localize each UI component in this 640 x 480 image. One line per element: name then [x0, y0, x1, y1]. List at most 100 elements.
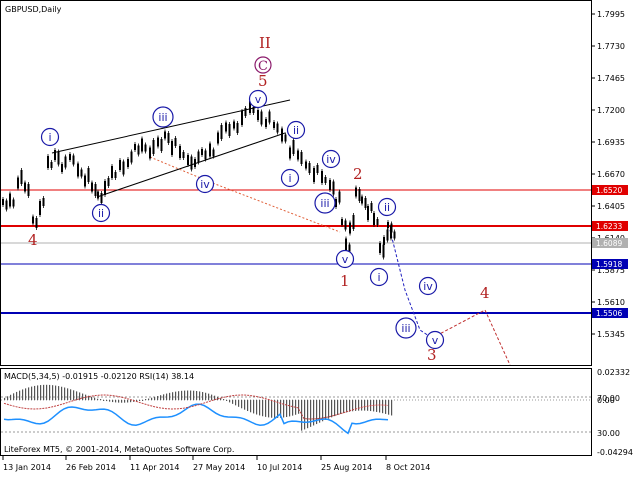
wave-circle-C	[254, 56, 272, 74]
macd-bar	[130, 400, 132, 403]
macd-bar	[376, 400, 378, 412]
candle-body	[80, 169, 83, 177]
candle-body	[64, 156, 67, 168]
wave-label-i: i	[48, 131, 51, 144]
macd-bar	[244, 400, 246, 410]
macd-bar	[154, 396, 156, 400]
wave-circle-ii	[286, 120, 306, 140]
candle-body	[42, 198, 45, 206]
macd-histogram	[4, 384, 393, 431]
macd-bar	[328, 400, 330, 419]
wave-label-red-2: 2	[353, 165, 363, 183]
macd-bar	[232, 400, 234, 404]
macd-bar	[292, 400, 294, 416]
macd-bar	[385, 400, 387, 414]
macd-bar	[211, 394, 213, 400]
macd-bar	[61, 386, 63, 400]
macd-bar	[76, 391, 78, 400]
macd-bar	[121, 400, 123, 403]
candle-body	[47, 156, 49, 168]
candle-body	[35, 218, 38, 228]
macd-bar	[166, 393, 168, 400]
wave-label-v: v	[255, 93, 262, 106]
candle-body	[373, 213, 375, 225]
candle-body	[130, 151, 133, 163]
candle-body	[265, 119, 267, 127]
macd-bar	[115, 400, 117, 403]
macd-bar	[103, 400, 105, 401]
macd-bar	[16, 391, 18, 400]
candle-body	[338, 191, 341, 203]
candle-body	[289, 147, 291, 159]
macd-bar	[334, 400, 336, 417]
wave-circle-i	[40, 127, 60, 147]
macd-bar	[22, 389, 24, 400]
candle-body	[69, 154, 71, 160]
macd-bar	[313, 400, 315, 426]
candle-body	[329, 180, 331, 190]
macd-bar	[187, 390, 189, 400]
candle-body	[345, 238, 347, 252]
candle-body	[367, 206, 369, 220]
macd-bar	[10, 394, 12, 400]
price-box-support-1	[592, 259, 628, 269]
macd-bar	[214, 395, 216, 400]
macd-bar	[316, 400, 318, 425]
macd-bar	[139, 400, 141, 401]
candle-body	[87, 168, 90, 182]
macd-bar	[283, 400, 285, 418]
candle-body	[276, 123, 279, 133]
wave-label-v: v	[432, 334, 439, 347]
macd-bar	[52, 385, 54, 400]
red-projection-line	[431, 309, 511, 366]
candle-body	[174, 138, 177, 146]
macd-bar	[157, 396, 159, 400]
macd-bar	[352, 400, 354, 412]
macd-bar	[94, 397, 96, 400]
candle-body	[316, 165, 319, 173]
macd-bar	[91, 396, 93, 400]
candle-body	[335, 199, 337, 207]
candle-body	[220, 125, 223, 139]
candle-body	[313, 168, 315, 182]
wave-label-v: v	[342, 253, 349, 266]
macd-bar	[112, 400, 114, 403]
macd-bar	[331, 400, 333, 418]
rsi-line	[3, 403, 389, 435]
candle-body	[171, 141, 173, 155]
wave-circle-i	[280, 168, 300, 188]
wave-label-iv: iv	[326, 153, 336, 166]
macd-bar	[172, 392, 174, 400]
indicator-tick-label: 30.00	[597, 429, 620, 438]
candle-body	[379, 243, 381, 253]
wave-label-ii: ii	[98, 207, 104, 220]
price-candles	[2, 99, 396, 260]
macd-bar	[142, 400, 144, 401]
macd-bar	[4, 397, 6, 400]
indicator-label: MACD(5,34,5) -0.01915 -0.02120 RSI(14) 3…	[4, 372, 194, 381]
macd-bar	[85, 394, 87, 400]
candle-body	[204, 150, 207, 160]
candle-body	[134, 144, 136, 150]
macd-bar	[34, 385, 36, 400]
candle-body	[358, 189, 361, 201]
candle-body	[182, 152, 185, 158]
macd-bar	[136, 400, 138, 402]
wave-circle-iii	[152, 106, 174, 128]
macd-bar	[70, 389, 72, 400]
candle-body	[244, 108, 247, 116]
candle-body	[257, 110, 259, 120]
price-tick-label: 1.5345	[597, 330, 625, 339]
macd-bar	[346, 400, 348, 413]
macd-bar	[247, 400, 249, 412]
macd-bar	[322, 400, 324, 422]
candle-body	[390, 225, 392, 239]
macd-bar	[7, 396, 9, 400]
macd-bar	[79, 392, 81, 400]
macd-bar	[280, 400, 282, 418]
wave-label-iv: iv	[200, 178, 210, 191]
macd-bar	[43, 384, 45, 400]
candle-body	[241, 111, 243, 125]
candle-body	[32, 216, 34, 224]
